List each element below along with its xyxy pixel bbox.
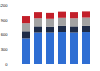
svg-text:0: 0 xyxy=(5,62,8,67)
svg-text:900: 900 xyxy=(1,18,8,23)
svg-text:1200: 1200 xyxy=(0,3,8,8)
svg-text:600: 600 xyxy=(1,32,8,37)
svg-text:300: 300 xyxy=(1,47,8,52)
